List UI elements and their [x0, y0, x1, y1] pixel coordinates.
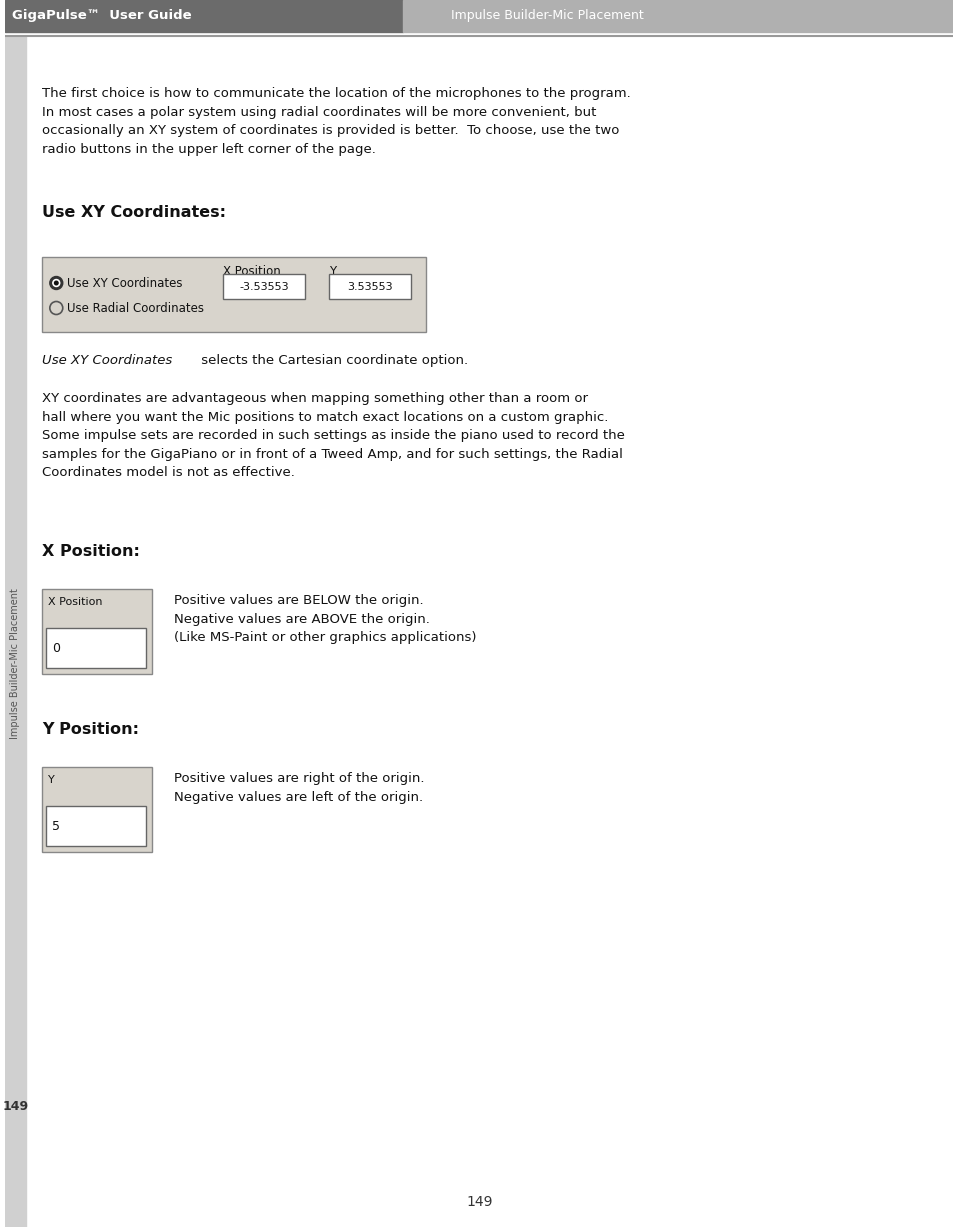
Text: 5: 5 — [52, 820, 60, 832]
FancyBboxPatch shape — [42, 256, 425, 333]
Text: -3.53553: -3.53553 — [239, 281, 289, 292]
Text: Use Radial Coordinates: Use Radial Coordinates — [67, 302, 204, 314]
FancyBboxPatch shape — [223, 274, 305, 299]
Text: XY coordinates are advantageous when mapping something other than a room or
hall: XY coordinates are advantageous when map… — [42, 391, 624, 479]
Text: 149: 149 — [3, 1101, 29, 1113]
Text: Use XY Coordinates: Use XY Coordinates — [67, 276, 183, 290]
FancyBboxPatch shape — [42, 589, 152, 674]
Bar — [5, 0, 403, 32]
Text: X Position: X Position — [223, 265, 281, 279]
FancyBboxPatch shape — [47, 806, 146, 845]
Text: Positive values are right of the origin.
Negative values are left of the origin.: Positive values are right of the origin.… — [173, 772, 424, 804]
Text: Positive values are BELOW the origin.
Negative values are ABOVE the origin.
(Lik: Positive values are BELOW the origin. Ne… — [173, 594, 476, 644]
FancyBboxPatch shape — [329, 274, 410, 299]
Circle shape — [54, 281, 58, 285]
Text: Y: Y — [329, 265, 335, 279]
Text: Use XY Coordinates: Use XY Coordinates — [42, 355, 172, 367]
FancyBboxPatch shape — [47, 628, 146, 667]
Text: Y Position:: Y Position: — [42, 721, 139, 737]
Circle shape — [52, 280, 60, 286]
Text: selects the Cartesian coordinate option.: selects the Cartesian coordinate option. — [196, 355, 467, 367]
Bar — [403, 0, 953, 32]
Text: 3.53553: 3.53553 — [347, 281, 393, 292]
Bar — [5, 36, 27, 1227]
Text: Use XY Coordinates:: Use XY Coordinates: — [42, 205, 226, 220]
Text: GigaPulse™  User Guide: GigaPulse™ User Guide — [12, 10, 192, 22]
Text: X Position: X Position — [49, 598, 103, 607]
Text: The first choice is how to communicate the location of the microphones to the pr: The first choice is how to communicate t… — [42, 87, 631, 156]
Text: 149: 149 — [465, 1195, 492, 1209]
Text: X Position:: X Position: — [42, 544, 140, 560]
Text: 0: 0 — [52, 642, 60, 654]
Text: Impulse Builder-Mic Placement: Impulse Builder-Mic Placement — [451, 10, 643, 22]
Text: Impulse Builder-Mic Placement: Impulse Builder-Mic Placement — [10, 588, 20, 739]
Text: Y: Y — [49, 775, 55, 785]
Circle shape — [50, 276, 63, 290]
Circle shape — [51, 303, 61, 313]
FancyBboxPatch shape — [42, 767, 152, 852]
